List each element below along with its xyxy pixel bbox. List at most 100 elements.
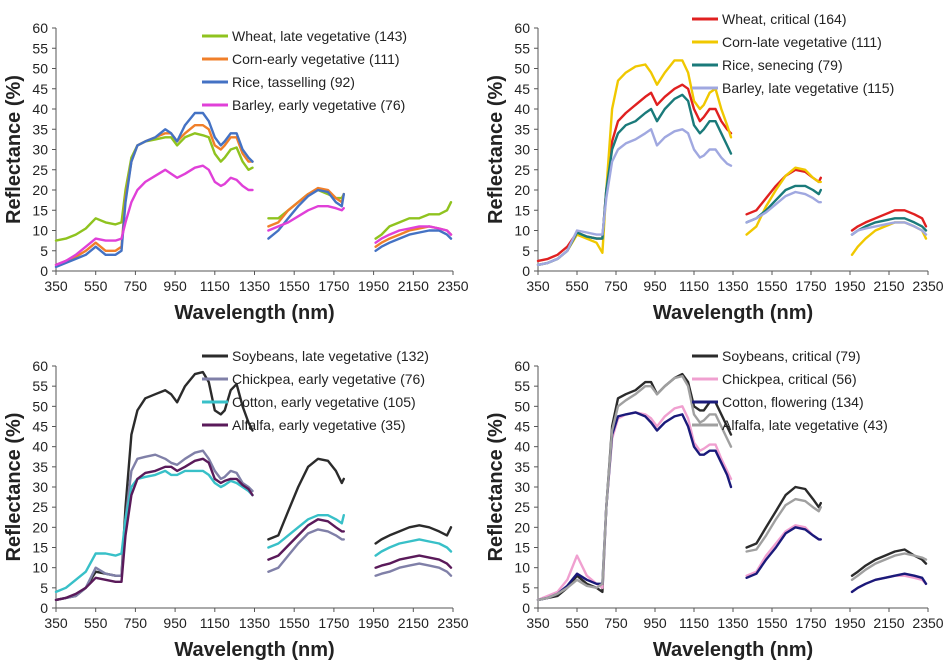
x-tick-label: 2350 [912, 615, 943, 631]
y-tick-label: 20 [32, 182, 48, 198]
legend-label: Soybeans, late vegetative (132) [232, 348, 429, 364]
y-tick-label: 50 [514, 398, 530, 414]
y-tick-label: 40 [32, 439, 48, 455]
series-line [267, 186, 345, 228]
legend: Soybeans, critical (79) Chickpea, critica… [692, 348, 888, 433]
x-tick-label: 1750 [795, 278, 826, 294]
series-line [267, 518, 345, 561]
x-tick-label: 350 [44, 278, 68, 294]
y-tick-label: 60 [514, 358, 530, 374]
x-axis-title: Wavelength (nm) [174, 639, 334, 661]
y-tick-label: 5 [40, 580, 48, 596]
series-line [54, 370, 254, 602]
y-tick-label: 10 [32, 223, 48, 239]
series-line [54, 124, 254, 267]
y-axis-title: Reflectance (%) [3, 75, 25, 224]
series-line [745, 526, 822, 579]
y-tick-label: 55 [32, 40, 48, 56]
x-tick-label: 550 [84, 615, 108, 631]
series-line [374, 225, 453, 244]
series-line [745, 485, 822, 549]
y-tick-label: 60 [32, 20, 48, 36]
x-tick-label: 1550 [279, 278, 310, 294]
legend-label: Wheat, late vegetative (143) [232, 28, 407, 44]
y-axis-title: Reflectance (%) [3, 413, 25, 562]
series-line [536, 59, 733, 267]
x-axis-title: Wavelength (nm) [653, 302, 813, 324]
x-axis-title: Wavelength (nm) [653, 639, 813, 661]
x-tick-label: 950 [163, 615, 187, 631]
y-tick-label: 25 [514, 499, 530, 515]
y-tick-label: 0 [522, 263, 530, 279]
series-line [54, 449, 254, 602]
x-tick-label: 1150 [679, 278, 709, 294]
x-tick-label: 1350 [717, 615, 748, 631]
series-line [54, 132, 254, 242]
x-tick-label: 750 [124, 615, 148, 631]
y-tick-label: 10 [514, 560, 530, 576]
series-line [745, 166, 822, 236]
series-line [536, 411, 733, 602]
x-tick-label: 1550 [756, 615, 787, 631]
x-tick-label: 2350 [912, 278, 943, 294]
y-tick-label: 45 [32, 81, 48, 97]
y-tick-label: 50 [514, 61, 530, 77]
x-tick-label: 550 [565, 278, 589, 294]
series-line [745, 190, 822, 224]
series-line [374, 554, 453, 569]
y-tick-label: 5 [40, 243, 48, 259]
x-tick-label: 350 [44, 615, 68, 631]
x-tick-label: 1550 [756, 278, 787, 294]
series-line [536, 374, 733, 602]
x-tick-label: 1350 [239, 278, 270, 294]
y-tick-label: 15 [514, 202, 530, 218]
y-tick-label: 30 [514, 142, 530, 158]
y-axis-title: Reflectance (%) [485, 75, 507, 224]
x-tick-label: 750 [124, 278, 148, 294]
x-tick-label: 2150 [398, 615, 429, 631]
legend-label: Soybeans, critical (79) [722, 348, 861, 364]
y-tick-label: 40 [514, 101, 530, 117]
y-tick-label: 15 [32, 540, 48, 556]
y-tick-label: 40 [514, 439, 530, 455]
y-tick-label: 55 [514, 40, 530, 56]
y-tick-label: 55 [514, 378, 530, 394]
x-tick-label: 950 [643, 278, 667, 294]
y-tick-label: 50 [32, 61, 48, 77]
x-tick-label: 1950 [358, 278, 389, 294]
series-line [745, 497, 822, 553]
y-tick-label: 35 [514, 121, 530, 137]
x-tick-label: 950 [643, 615, 667, 631]
series-line [54, 469, 254, 594]
y-tick-label: 30 [32, 142, 48, 158]
legend-label: Corn-early vegetative (111) [232, 51, 400, 67]
legend-label: Rice, tasselling (92) [232, 74, 355, 90]
y-tick-label: 30 [32, 479, 48, 495]
x-tick-label: 2150 [873, 615, 904, 631]
series-line [536, 372, 733, 602]
chart-panel-1: 0 5 10 15 20 25 30 35 40 45 50 55 60 350 550 750 950 1150… [3, 20, 469, 324]
series-line [54, 111, 254, 269]
legend-label: Barley, late vegetative (115) [722, 80, 894, 96]
x-tick-label: 1350 [717, 278, 748, 294]
chart-panel-2: 0 5 10 15 20 25 30 35 40 45 50 55 60 350 550 750 950 1150… [485, 11, 944, 324]
y-tick-label: 45 [514, 81, 530, 97]
x-tick-label: 350 [526, 615, 550, 631]
y-tick-label: 5 [522, 243, 530, 259]
y-tick-label: 25 [514, 162, 530, 178]
legend-label: Rice, senecing (79) [722, 57, 843, 73]
series-line [267, 514, 345, 549]
y-tick-label: 25 [32, 499, 48, 515]
y-tick-label: 50 [32, 398, 48, 414]
series-line [267, 528, 345, 573]
series-line [536, 405, 733, 602]
series-line [374, 229, 453, 252]
x-tick-label: 1350 [239, 615, 270, 631]
y-tick-label: 60 [32, 358, 48, 374]
y-tick-label: 35 [32, 121, 48, 137]
x-tick-label: 1750 [318, 278, 349, 294]
series-line [267, 205, 345, 232]
y-tick-label: 10 [514, 223, 530, 239]
x-tick-label: 1550 [279, 615, 310, 631]
x-tick-label: 2150 [398, 278, 429, 294]
